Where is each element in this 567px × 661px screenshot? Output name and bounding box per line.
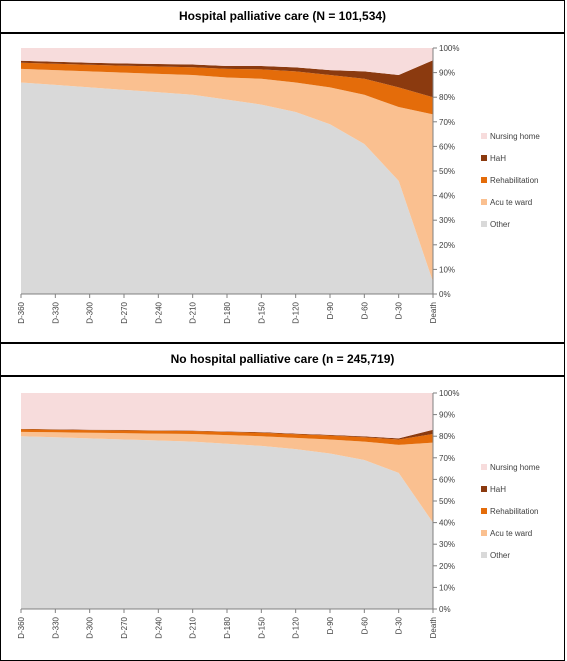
- area-other: [21, 82, 433, 294]
- legend-label-other: Other: [490, 220, 510, 229]
- legend-swatch-other: [481, 221, 487, 227]
- chart-1-title-bar: Hospital palliative care (N = 101,534): [0, 0, 565, 33]
- legend-label-hah: HaH: [490, 485, 506, 494]
- legend-swatch-acu-te-ward: [481, 199, 487, 205]
- legend-swatch-hah: [481, 486, 487, 492]
- x-tick-label: D-120: [292, 616, 301, 638]
- legend-label-hah: HaH: [490, 154, 506, 163]
- legend-label-nursing-home: Nursing home: [490, 132, 540, 141]
- legend-swatch-nursing-home: [481, 464, 487, 470]
- area-hah: [21, 60, 433, 98]
- x-tick-label: D-240: [154, 301, 163, 323]
- x-tick-label: D-180: [223, 301, 232, 323]
- x-tick-label: D-150: [257, 301, 266, 323]
- legend-swatch-rehabilitation: [481, 177, 487, 183]
- x-tick-label: D-300: [86, 616, 95, 638]
- legend-label-other: Other: [490, 551, 510, 560]
- y-tick-label: 0%: [439, 605, 451, 614]
- x-tick-label: D-270: [120, 616, 129, 638]
- legend-swatch-rehabilitation: [481, 508, 487, 514]
- y-tick-label: 40%: [439, 519, 455, 528]
- y-tick-label: 90%: [439, 411, 455, 420]
- y-tick-label: 50%: [439, 167, 455, 176]
- legend-label-acu-te-ward: Acu te ward: [490, 529, 532, 538]
- y-tick-label: 100%: [439, 389, 459, 398]
- y-tick-label: 60%: [439, 142, 455, 151]
- y-tick-label: 100%: [439, 44, 459, 53]
- legend-swatch-nursing-home: [481, 133, 487, 139]
- x-tick-label: D-60: [360, 616, 369, 634]
- y-tick-label: 10%: [439, 583, 455, 592]
- x-tick-label: D-30: [395, 301, 404, 319]
- legend-label-acu-te-ward: Acu te ward: [490, 198, 532, 207]
- y-tick-label: 10%: [439, 265, 455, 274]
- y-tick-label: 0%: [439, 290, 451, 299]
- x-tick-label: D-270: [120, 301, 129, 323]
- area-nursing-home: [21, 48, 433, 76]
- x-tick-label: D-210: [189, 301, 198, 323]
- chart-1-svg: 0% 10% 20% 30% 40% 50% 60% 70% 80% 90% 100% D-360 D-…: [17, 44, 540, 324]
- legend-label-rehabilitation: Rehabilitation: [490, 507, 538, 516]
- x-tick-label: D-120: [292, 301, 301, 323]
- legend-swatch-hah: [481, 155, 487, 161]
- x-tick-label: D-90: [326, 301, 335, 319]
- x-tick-label: D-30: [395, 616, 404, 634]
- area-acu-te-ward: [21, 68, 433, 282]
- y-tick-label: 30%: [439, 540, 455, 549]
- y-tick-label: 40%: [439, 192, 455, 201]
- x-tick-label: D-240: [154, 616, 163, 638]
- x-tick-label: D-300: [86, 301, 95, 323]
- legend-label-nursing-home: Nursing home: [490, 463, 540, 472]
- y-tick-label: 20%: [439, 241, 455, 250]
- x-tick-label: D-330: [51, 616, 60, 638]
- area-hah: [21, 428, 433, 440]
- y-tick-label: 20%: [439, 562, 455, 571]
- y-tick-label: 70%: [439, 454, 455, 463]
- area-other: [21, 436, 433, 609]
- x-tick-label: D-360: [17, 616, 26, 638]
- y-tick-label: 80%: [439, 93, 455, 102]
- chart-2-svg: 0% 10% 20% 30% 40% 50% 60% 70% 80% 90% 100% D-360 D-…: [17, 389, 540, 639]
- x-tick-label: D-180: [223, 616, 232, 638]
- area-nursing-home: [21, 393, 433, 439]
- y-tick-label: 90%: [439, 69, 455, 78]
- legend-swatch-other: [481, 552, 487, 558]
- x-tick-label: D-330: [51, 301, 60, 323]
- chart-2-title-bar: No hospital palliative care (n = 245,719…: [0, 343, 565, 376]
- y-tick-label: 60%: [439, 475, 455, 484]
- y-tick-label: 30%: [439, 216, 455, 225]
- y-tick-label: 70%: [439, 118, 455, 127]
- x-tick-label: D-150: [257, 616, 266, 638]
- y-tick-label: 80%: [439, 432, 455, 441]
- area-rehabilitation: [21, 429, 433, 445]
- x-tick-label: Death: [429, 302, 438, 323]
- x-tick-label: D-210: [189, 616, 198, 638]
- y-tick-label: 50%: [439, 497, 455, 506]
- area-rehabilitation: [21, 62, 433, 115]
- x-tick-label: Death: [429, 617, 438, 638]
- x-tick-label: D-360: [17, 301, 26, 323]
- x-tick-label: D-60: [360, 301, 369, 319]
- legend-swatch-acu-te-ward: [481, 530, 487, 536]
- x-tick-label: D-90: [326, 616, 335, 634]
- legend-label-rehabilitation: Rehabilitation: [490, 176, 538, 185]
